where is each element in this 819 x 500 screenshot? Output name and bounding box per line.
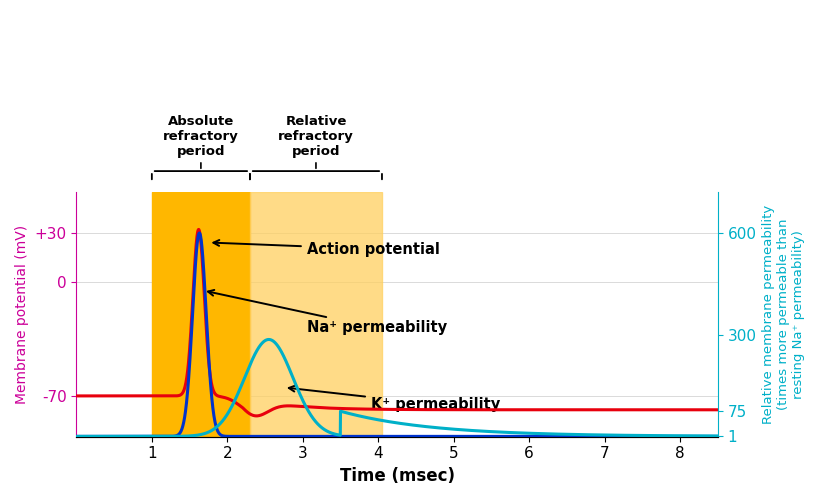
Text: Absolute
refractory
period: Absolute refractory period: [163, 114, 238, 158]
Text: Relative
refractory
period: Relative refractory period: [278, 114, 353, 158]
Bar: [250, 192, 382, 436]
Text: Na⁺ permeability: Na⁺ permeability: [208, 290, 446, 336]
X-axis label: Time (msec): Time (msec): [339, 467, 454, 485]
Y-axis label: Relative membrane permeability
(times more permeable than
resting Na⁺ permeabili: Relative membrane permeability (times mo…: [761, 204, 804, 424]
Bar: [152, 192, 250, 436]
Text: K⁺ permeability: K⁺ permeability: [288, 386, 500, 412]
Y-axis label: Membrane potential (mV): Membrane potential (mV): [15, 224, 29, 404]
Text: Action potential: Action potential: [213, 240, 439, 256]
